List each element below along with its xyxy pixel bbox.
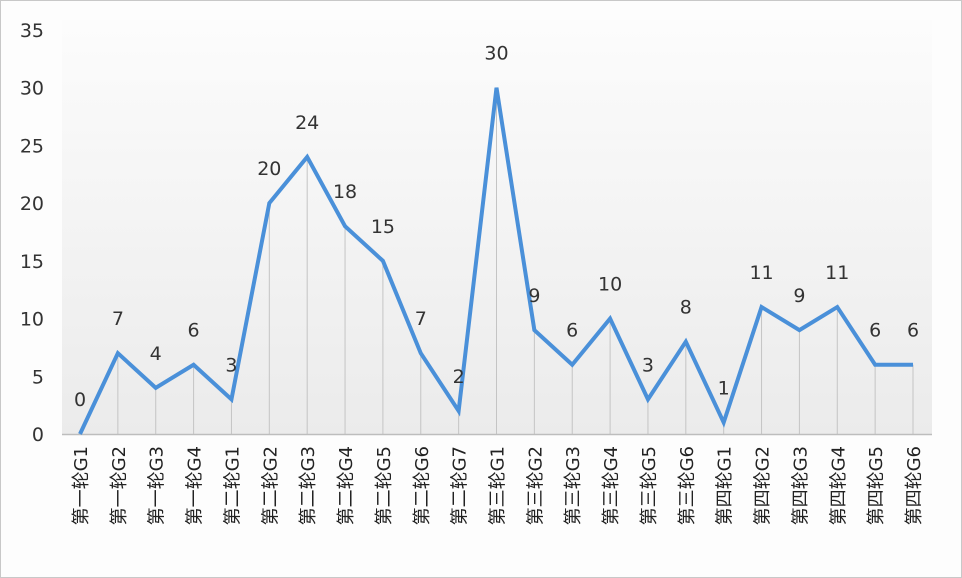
data-label: 30 — [484, 43, 508, 65]
x-axis: 第一轮G1 第一轮G2 第一轮G3 第一轮G4 第二轮G1 第二轮G2 第二轮G3 第二轮G4… — [71, 446, 925, 525]
x-tick-label: 第一轮G4 — [185, 446, 206, 525]
data-label: 1 — [718, 377, 730, 399]
x-tick-label: 第三轮G4 — [601, 446, 622, 525]
x-tick-label: 第三轮G3 — [563, 446, 584, 525]
x-tick-label: 第二轮G1 — [222, 446, 243, 525]
data-label: 2 — [453, 366, 465, 388]
y-tick-label: 20 — [20, 193, 44, 215]
x-tick-label: 第二轮G3 — [298, 446, 319, 525]
data-label: 3 — [642, 354, 654, 376]
y-axis: 0 5 10 15 20 25 30 35 — [20, 20, 44, 446]
data-label: 18 — [333, 181, 357, 203]
series-line — [78, 87, 913, 435]
x-tick-label: 第二轮G7 — [450, 446, 471, 525]
x-tick-label: 第四轮G5 — [866, 446, 887, 525]
x-tick-label: 第一轮G1 — [71, 446, 92, 525]
x-tick-label: 第一轮G2 — [109, 446, 130, 525]
data-label: 24 — [295, 112, 319, 134]
y-tick-label: 25 — [20, 135, 44, 157]
data-label: 7 — [415, 308, 427, 330]
y-tick-label: 35 — [20, 20, 44, 42]
data-label: 15 — [371, 216, 395, 238]
x-tick-label: 第三轮G1 — [488, 446, 509, 525]
data-label: 9 — [793, 285, 805, 307]
data-label: 11 — [749, 262, 773, 284]
data-label: 0 — [74, 389, 86, 411]
y-tick-label: 0 — [32, 424, 44, 446]
x-tick-label: 第四轮G6 — [904, 446, 925, 525]
x-tick-label: 第二轮G6 — [412, 446, 433, 525]
x-tick-label: 第二轮G5 — [374, 446, 395, 525]
y-tick-label: 5 — [32, 366, 44, 388]
x-tick-label: 第三轮G6 — [677, 446, 698, 525]
data-label: 6 — [907, 320, 919, 342]
data-label: 4 — [150, 343, 162, 365]
y-tick-label: 15 — [20, 251, 44, 273]
x-tick-label: 第四轮G3 — [790, 446, 811, 525]
x-tick-label: 第一轮G3 — [147, 446, 168, 525]
y-tick-label: 10 — [20, 309, 44, 331]
data-label: 7 — [112, 308, 124, 330]
x-tick-label: 第二轮G2 — [260, 446, 281, 525]
data-label: 3 — [225, 354, 237, 376]
x-tick-label: 第四轮G1 — [715, 446, 736, 525]
data-label: 10 — [598, 274, 622, 296]
x-tick-label: 第四轮G2 — [753, 446, 774, 525]
data-label: 6 — [188, 320, 200, 342]
x-tick-label: 第三轮G2 — [525, 446, 546, 525]
data-label: 8 — [680, 297, 692, 319]
data-label: 6 — [869, 320, 881, 342]
y-tick-label: 30 — [20, 78, 44, 100]
data-label: 6 — [566, 320, 578, 342]
data-label: 11 — [825, 262, 849, 284]
data-label: 20 — [257, 158, 281, 180]
data-label: 9 — [528, 285, 540, 307]
x-tick-label: 第四轮G4 — [828, 446, 849, 525]
x-tick-label: 第二轮G4 — [336, 446, 357, 525]
drop-lines — [117, 87, 914, 434]
x-tick-label: 第三轮G5 — [639, 446, 660, 525]
